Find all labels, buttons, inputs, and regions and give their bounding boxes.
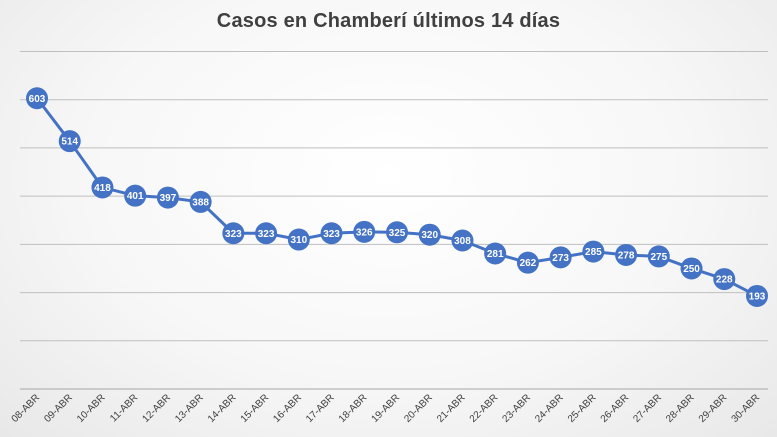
x-tick-label: 17-ABR xyxy=(304,392,337,425)
data-point xyxy=(549,246,572,269)
data-label: 323 xyxy=(323,229,340,240)
data-point xyxy=(320,222,343,245)
data-label: 193 xyxy=(749,291,766,302)
x-tick-labels: 08-ABR 09-ABR 10-ABR 11-ABR 12-ABR 13-ABR 14-A… xyxy=(10,392,763,425)
data-point xyxy=(156,186,179,209)
x-tick-label: 29-ABR xyxy=(697,392,730,425)
data-label: 228 xyxy=(716,275,733,286)
data-label: 281 xyxy=(487,249,504,260)
x-tick-label: 14-ABR xyxy=(206,392,239,425)
x-tick-label: 13-ABR xyxy=(173,392,206,425)
x-tick-label: 20-ABR xyxy=(402,392,435,425)
data-point xyxy=(58,130,81,153)
data-point xyxy=(386,221,408,244)
data-label: 308 xyxy=(454,236,471,247)
data-point xyxy=(189,190,212,213)
data-label: 323 xyxy=(225,229,242,240)
x-tick-label: 22-ABR xyxy=(468,392,501,425)
data-point xyxy=(451,229,474,252)
data-point xyxy=(746,284,768,307)
data-label: 320 xyxy=(421,230,438,241)
x-tick-label: 10-ABR xyxy=(75,392,108,425)
data-point xyxy=(287,228,310,251)
data-points xyxy=(26,87,768,307)
data-point xyxy=(516,251,539,274)
data-point xyxy=(26,87,48,110)
x-tick-label: 16-ABR xyxy=(271,392,304,425)
data-labels: 603 514 418 401 397 388 323 323 310 323 326 325 320 3… xyxy=(29,94,766,303)
data-point xyxy=(582,240,605,263)
x-tick-label: 21-ABR xyxy=(435,392,468,425)
data-label: 310 xyxy=(290,235,307,246)
data-label: 323 xyxy=(258,229,275,240)
data-label: 250 xyxy=(683,264,700,275)
gridlines xyxy=(20,51,768,342)
data-label: 603 xyxy=(29,94,46,105)
x-tick-label: 28-ABR xyxy=(664,392,697,425)
x-tick-label: 23-ABR xyxy=(500,392,533,425)
x-tick-label: 27-ABR xyxy=(631,392,664,425)
data-point xyxy=(418,223,441,246)
x-tick-label: 11-ABR xyxy=(108,392,140,424)
x-tick-label: 08-ABR xyxy=(10,392,43,425)
x-tick-label: 09-ABR xyxy=(42,392,75,425)
data-point xyxy=(680,257,703,280)
x-tick-label: 12-ABR xyxy=(140,392,173,425)
data-point xyxy=(713,268,736,291)
data-label: 262 xyxy=(520,258,537,269)
data-label: 514 xyxy=(61,137,78,148)
x-tick-label: 15-ABR xyxy=(239,392,272,425)
data-label: 401 xyxy=(127,191,144,202)
x-tick-label: 24-ABR xyxy=(533,392,566,425)
data-label: 325 xyxy=(389,228,406,239)
data-label: 388 xyxy=(192,197,209,208)
data-label: 273 xyxy=(552,253,569,264)
data-label: 285 xyxy=(585,247,602,258)
data-point xyxy=(124,184,147,207)
data-label: 275 xyxy=(650,252,667,263)
data-point xyxy=(484,242,507,265)
data-point xyxy=(647,245,670,268)
data-label: 278 xyxy=(618,250,635,261)
x-tick-label: 19-ABR xyxy=(370,392,403,425)
data-label: 326 xyxy=(356,227,373,238)
x-tick-label: 30-ABR xyxy=(730,392,763,425)
x-tick-label: 26-ABR xyxy=(599,392,632,425)
x-tick-label: 18-ABR xyxy=(337,392,370,425)
data-label: 397 xyxy=(160,193,177,204)
chart-title: Casos en Chamberí últimos 14 días xyxy=(216,10,561,32)
data-point xyxy=(222,222,245,245)
data-label: 418 xyxy=(94,183,111,194)
x-tick-label: 25-ABR xyxy=(566,392,599,425)
data-point xyxy=(255,222,278,245)
data-point xyxy=(353,220,376,243)
data-point xyxy=(615,243,638,266)
data-point xyxy=(91,176,114,199)
